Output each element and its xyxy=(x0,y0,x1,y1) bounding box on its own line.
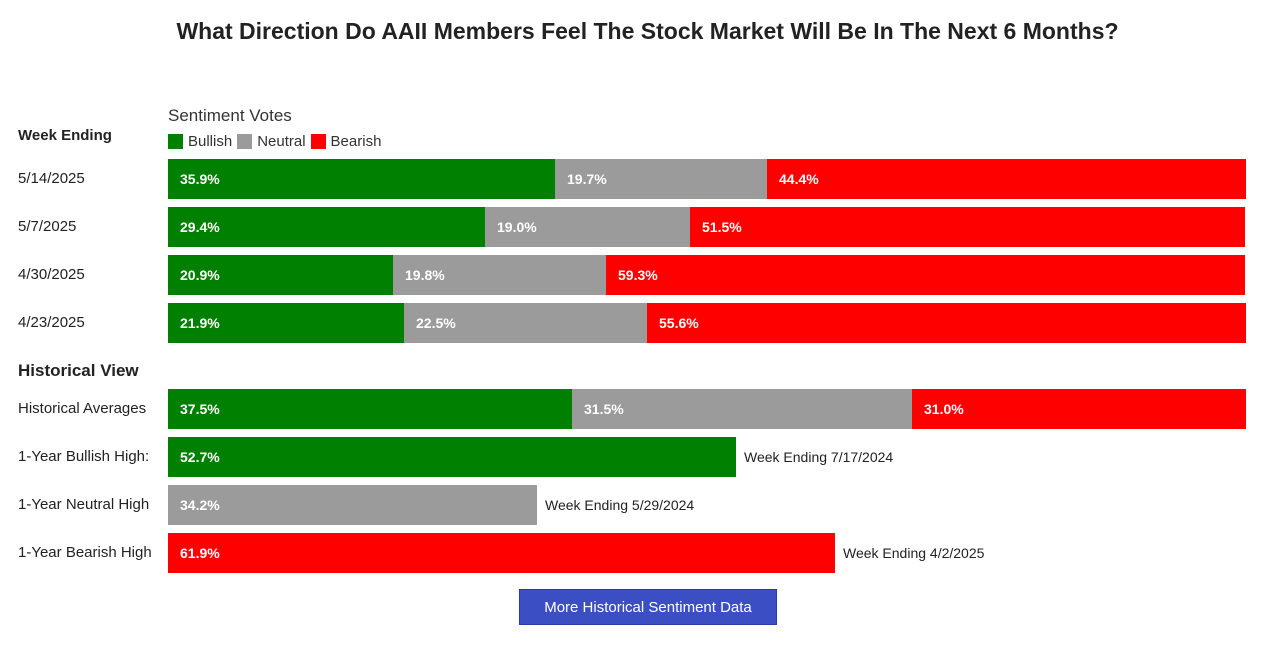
bar-segment-bearish: 55.6% xyxy=(647,303,1246,343)
bar-segment-bullish: 35.9% xyxy=(168,159,555,199)
bar-segment-bearish: 44.4% xyxy=(767,159,1246,199)
week-ending-note: Week Ending 5/29/2024 xyxy=(545,497,695,513)
bar-segment-bearish: 61.9% xyxy=(168,533,835,573)
week-ending-note: Week Ending 7/17/2024 xyxy=(744,449,894,465)
week-label: 5/14/2025 xyxy=(18,170,85,187)
bar-segment-neutral: 19.8% xyxy=(393,255,606,295)
legend-label-bearish: Bearish xyxy=(330,133,382,150)
more-historical-data-button[interactable]: More Historical Sentiment Data xyxy=(519,589,777,625)
bar-segment-neutral: 34.2% xyxy=(168,485,537,525)
legend-item-neutral: Neutral xyxy=(237,133,306,150)
legend-item-bullish: Bullish xyxy=(168,133,232,150)
legend-label-bullish: Bullish xyxy=(188,133,233,150)
bar-segment-neutral: 31.5% xyxy=(572,389,912,429)
historical-bar-row: 37.5% 31.5% 31.0% xyxy=(168,389,1246,429)
bar-segment-bullish: 52.7% xyxy=(168,437,736,477)
legend: Bullish Neutral Bearish xyxy=(168,133,386,150)
legend-swatch-bearish xyxy=(310,134,326,149)
bar-segment-bullish: 21.9% xyxy=(168,303,404,343)
week-ending-note: Week Ending 4/2/2025 xyxy=(843,545,985,561)
week-ending-header: Week Ending xyxy=(18,127,112,144)
historical-label: 1-Year Bearish High xyxy=(18,544,152,561)
chart-title: What Direction Do AAII Members Feel The … xyxy=(176,18,1119,44)
weekly-bar-row: 21.9% 22.5% 55.6% xyxy=(168,303,1246,343)
bar-segment-bullish: 37.5% xyxy=(168,389,572,429)
bar-segment-bearish: 59.3% xyxy=(606,255,1245,295)
historical-view-header: Historical View xyxy=(18,361,139,380)
bar-segment-bearish: 31.0% xyxy=(912,389,1246,429)
historical-bar-row: 34.2% xyxy=(168,485,537,525)
week-label: 4/30/2025 xyxy=(18,266,85,283)
weekly-bar-row: 35.9% 19.7% 44.4% xyxy=(168,159,1246,199)
bar-segment-bearish: 51.5% xyxy=(690,207,1245,247)
historical-bar-row: 61.9% xyxy=(168,533,835,573)
bar-segment-bullish: 20.9% xyxy=(168,255,393,295)
bar-segment-neutral: 22.5% xyxy=(404,303,647,343)
historical-bar-row: 52.7% xyxy=(168,437,736,477)
historical-label: 1-Year Neutral High xyxy=(18,496,150,513)
legend-swatch-bullish xyxy=(168,134,183,149)
legend-swatch-neutral xyxy=(237,134,253,149)
historical-label: Historical Averages xyxy=(18,400,147,417)
week-label: 5/7/2025 xyxy=(18,218,77,235)
weekly-bar-row: 29.4% 19.0% 51.5% xyxy=(168,207,1245,247)
bar-segment-neutral: 19.0% xyxy=(485,207,690,247)
historical-label: 1-Year Bullish High: xyxy=(18,448,150,465)
bar-segment-bullish: 29.4% xyxy=(168,207,485,247)
week-label: 4/23/2025 xyxy=(18,314,85,331)
sentiment-votes-label: Sentiment Votes xyxy=(168,106,292,125)
weekly-bar-row: 20.9% 19.8% 59.3% xyxy=(168,255,1245,295)
legend-label-neutral: Neutral xyxy=(257,133,306,150)
legend-item-bearish: Bearish xyxy=(310,133,382,150)
bar-segment-neutral: 19.7% xyxy=(555,159,767,199)
